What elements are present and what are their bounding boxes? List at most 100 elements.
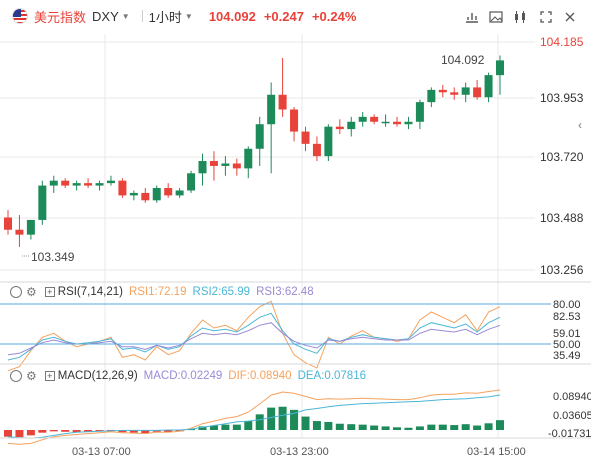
price-axis-label: 104.185 — [540, 35, 584, 49]
candle-body — [95, 183, 104, 186]
time-axis-label: 03-14 15:00 — [467, 446, 526, 458]
timeframe-selector[interactable]: 1小时 — [148, 9, 182, 25]
macd-histogram-bar — [72, 430, 81, 433]
close-icon[interactable] — [562, 9, 578, 25]
gear-icon[interactable]: ⚙ — [26, 285, 37, 299]
high-price-label: 104.092 — [441, 53, 485, 67]
macd-histogram-bar — [324, 421, 333, 430]
low-price-label: 103.349 — [31, 250, 75, 264]
macd-histogram-bar — [61, 430, 70, 432]
fullscreen-icon[interactable] — [538, 9, 554, 25]
rsi3-value: RSI3:62.48 — [256, 286, 314, 298]
macd-histogram-bar — [129, 430, 138, 433]
candle-body — [4, 217, 12, 230]
chevron-down-icon[interactable]: ▼ — [184, 11, 193, 21]
price-axis-label: 103.953 — [540, 91, 584, 105]
instrument-name[interactable]: 美元指数 — [34, 9, 87, 25]
time-axis-label: 03-13 07:00 — [72, 446, 131, 458]
macd-histogram-bar — [4, 430, 12, 437]
candle-body — [175, 190, 184, 196]
rsi-axis-label: 59.01 — [553, 328, 581, 340]
macd-histogram-bar — [164, 430, 173, 433]
macd-histogram-bar — [84, 430, 93, 432]
image-icon[interactable] — [488, 9, 504, 25]
macd-histogram-bar — [290, 409, 299, 430]
instrument-symbol[interactable]: DXY — [92, 8, 119, 24]
macd-histogram-bar — [255, 414, 264, 430]
candle-body — [347, 121, 356, 130]
rsi1-value: RSI1:72.19 — [128, 286, 187, 298]
candle-body — [427, 89, 436, 103]
macd-axis-label: -0.01731 — [548, 428, 591, 440]
macd-histogram-bar — [404, 427, 413, 430]
rsi-axis-label: 35.49 — [553, 350, 581, 362]
chevron-down-icon[interactable]: ▼ — [121, 11, 130, 21]
candle-body — [450, 92, 459, 95]
indicator-icon[interactable] — [464, 9, 480, 25]
time-axis-label: 03-13 23:00 — [270, 446, 329, 458]
eye-icon[interactable] — [10, 370, 22, 382]
macd-histogram-bar — [209, 425, 218, 430]
eye-icon[interactable] — [10, 286, 22, 298]
candle-body — [26, 219, 35, 235]
candle-body — [290, 109, 299, 132]
macd-histogram-bar — [221, 424, 230, 430]
macd-legend: ⚙ + MACD(12,26,9) MACD:0.02249 DIF:0.089… — [10, 369, 366, 383]
candle-body — [141, 192, 150, 201]
candle-body — [381, 121, 390, 124]
macd-histogram-bar — [312, 421, 321, 430]
candle-body — [129, 192, 138, 196]
candle-body — [267, 94, 276, 125]
dif-line — [7, 389, 501, 445]
candle-type-icon[interactable] — [512, 9, 528, 25]
candle-body — [187, 173, 196, 191]
macd-histogram-bar — [198, 426, 207, 430]
candle-body — [324, 126, 333, 157]
rsi-axis-label: 80.00 — [553, 299, 581, 311]
macd-histogram-bar — [175, 430, 184, 432]
divider — [141, 10, 143, 22]
rsi-legend: ⚙ + RSI(7,14,21) RSI1:72.19 RSI2:65.99 R… — [10, 285, 314, 299]
chevron-left-icon[interactable]: ‹ — [578, 118, 582, 132]
candle-body — [49, 180, 58, 186]
candle-body — [38, 185, 47, 220]
us-flag-icon — [12, 8, 28, 24]
dif-value: DIF:0.08940 — [228, 370, 292, 382]
candle-body — [415, 102, 424, 122]
price-change: +0.247 — [263, 8, 304, 24]
candle-body — [152, 188, 161, 201]
candle-body — [198, 161, 207, 174]
dea-value: DEA:0.07816 — [297, 370, 366, 382]
candle-body — [209, 161, 218, 166]
candle-body — [255, 124, 264, 149]
candle-body — [312, 143, 321, 157]
macd-histogram-bar — [187, 429, 196, 431]
macd-histogram-bar — [438, 424, 447, 430]
candle-body — [404, 121, 413, 125]
expand-icon[interactable]: + — [44, 287, 55, 297]
price-axis-label: 103.488 — [540, 211, 584, 225]
macd-histogram-bar — [335, 423, 344, 430]
rsi2-value: RSI2:65.99 — [192, 286, 251, 298]
macd-title: MACD(12,26,9) — [57, 370, 138, 382]
macd-histogram-bar — [358, 424, 367, 430]
candle-body — [118, 180, 127, 196]
candle-body — [221, 163, 230, 166]
macd-histogram-bar — [118, 430, 127, 433]
macd-histogram-bar — [370, 425, 379, 430]
candle-body — [335, 126, 344, 130]
macd-histogram-bar — [347, 424, 356, 430]
macd-histogram-bar — [232, 424, 241, 430]
candle-body — [278, 94, 287, 110]
gear-icon[interactable]: ⚙ — [26, 369, 37, 383]
candle-body — [106, 180, 115, 184]
rsi2-line — [7, 312, 501, 361]
expand-icon[interactable]: + — [44, 371, 55, 381]
macd-histogram-bar — [484, 423, 493, 430]
candle-body — [393, 121, 402, 125]
dea-line — [7, 394, 501, 439]
macd-histogram-bar — [393, 427, 402, 430]
price-axis-label: 103.256 — [540, 263, 584, 277]
macd-histogram-bar — [95, 430, 104, 432]
